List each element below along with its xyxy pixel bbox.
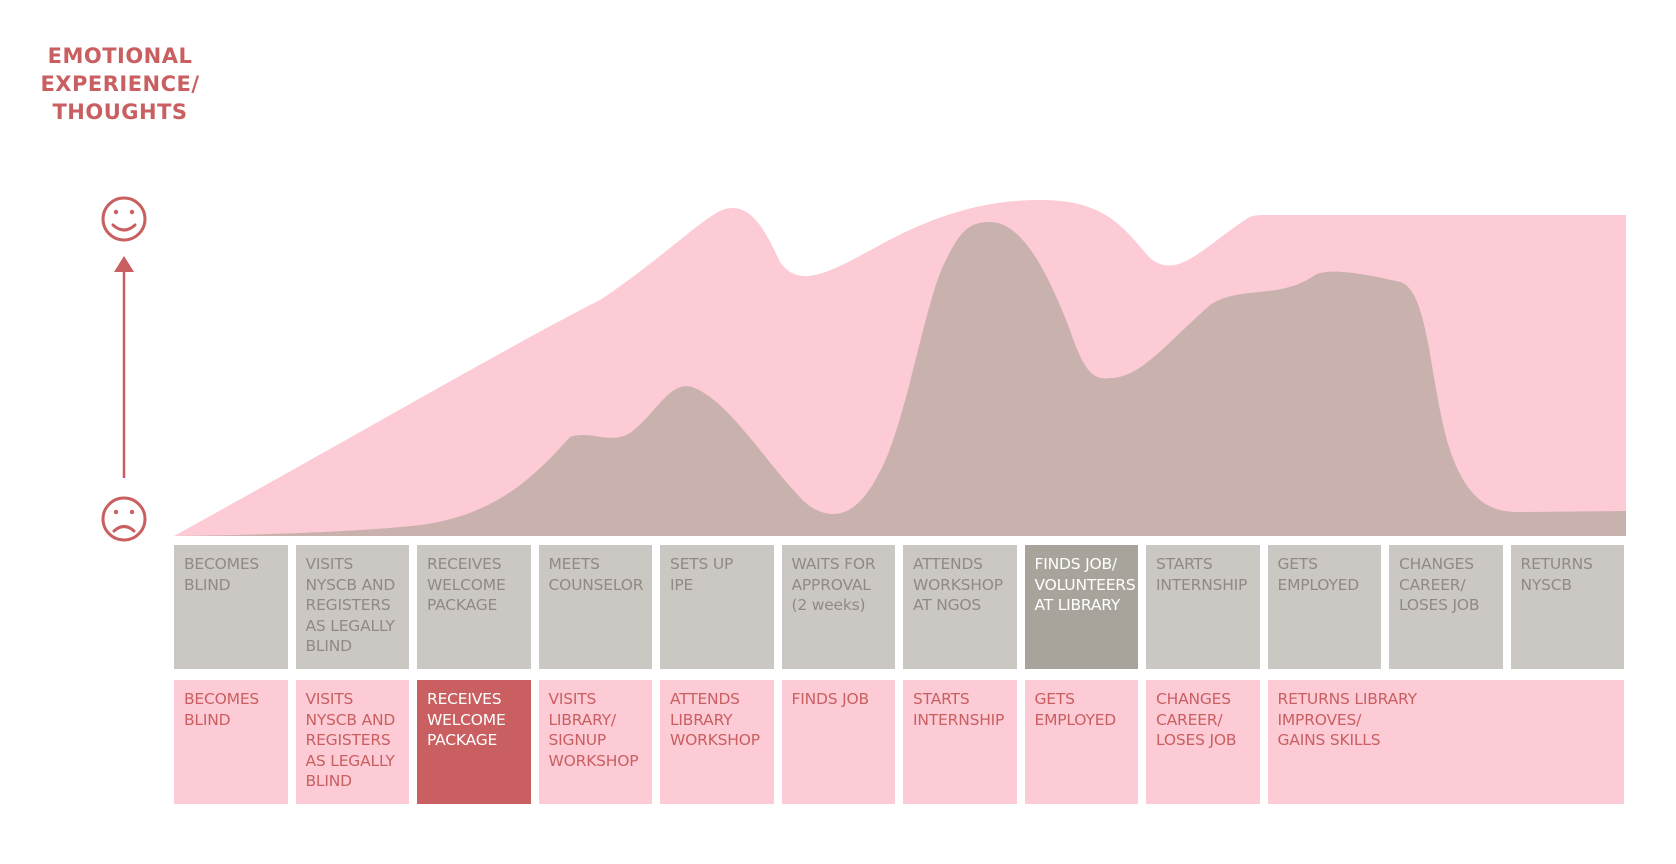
- library-steps-row: BECOMES BLIND VISITS NYSCB AND REGISTERS …: [174, 680, 1626, 804]
- nyscb-step-5: SETS UP IPE: [660, 545, 774, 669]
- axis-title: EMOTIONAL EXPERIENCE/ THOUGHTS: [40, 42, 200, 126]
- library-step-2: VISITS NYSCB AND REGISTERS AS LEGALLY BL…: [295, 680, 409, 804]
- nyscb-emotion-area: [174, 222, 1626, 536]
- up-arrow-icon: [114, 256, 134, 478]
- library-step-4: VISITS LIBRARY/ SIGNUP WORKSHOP: [538, 680, 652, 804]
- nyscb-step-6: WAITS FOR APPROVAL (2 weeks): [781, 545, 895, 669]
- nyscb-step-1: BECOMES BLIND: [174, 545, 288, 669]
- nyscb-step-11: CHANGES CAREER/ LOSES JOB: [1389, 545, 1503, 669]
- nyscb-step-4: MEETS COUNSELOR: [538, 545, 652, 669]
- nyscb-step-10: GETS EMPLOYED: [1267, 545, 1381, 669]
- library-step-8: GETS EMPLOYED: [1024, 680, 1138, 804]
- library-step-7: STARTS INTERNSHIP: [903, 680, 1017, 804]
- nyscb-step-12: RETURNS NYSCB: [1510, 545, 1624, 669]
- library-step-5: ATTENDS LIBRARY WORKSHOP: [660, 680, 774, 804]
- axis-title-line-2: EXPERIENCE/: [40, 72, 200, 96]
- smiley-face-icon: [101, 196, 147, 242]
- library-step-10: RETURNS LIBRARY IMPROVES/ GAINS SKILLS: [1267, 680, 1624, 804]
- library-step-1: BECOMES BLIND: [174, 680, 288, 804]
- library-step-6: FINDS JOB: [781, 680, 895, 804]
- nyscb-steps-row: BECOMES BLIND VISITS NYSCB AND REGISTERS …: [174, 545, 1626, 669]
- axis-title-line-1: EMOTIONAL: [47, 44, 193, 68]
- library-step-9: CHANGES CAREER/ LOSES JOB: [1146, 680, 1260, 804]
- nyscb-step-3: RECEIVES WELCOME PACKAGE: [417, 545, 531, 669]
- nyscb-step-8: FINDS JOB/ VOLUNTEERS AT LIBRARY: [1024, 545, 1138, 669]
- nyscb-step-9: STARTS INTERNSHIP: [1146, 545, 1260, 669]
- library-step-3: RECEIVES WELCOME PACKAGE: [417, 680, 531, 804]
- nyscb-step-2: VISITS NYSCB AND REGISTERS AS LEGALLY BL…: [295, 545, 409, 669]
- sad-face-icon: [101, 496, 147, 542]
- axis-title-line-3: THOUGHTS: [52, 100, 188, 124]
- nyscb-step-7: ATTENDS WORKSHOP AT NGOS: [903, 545, 1017, 669]
